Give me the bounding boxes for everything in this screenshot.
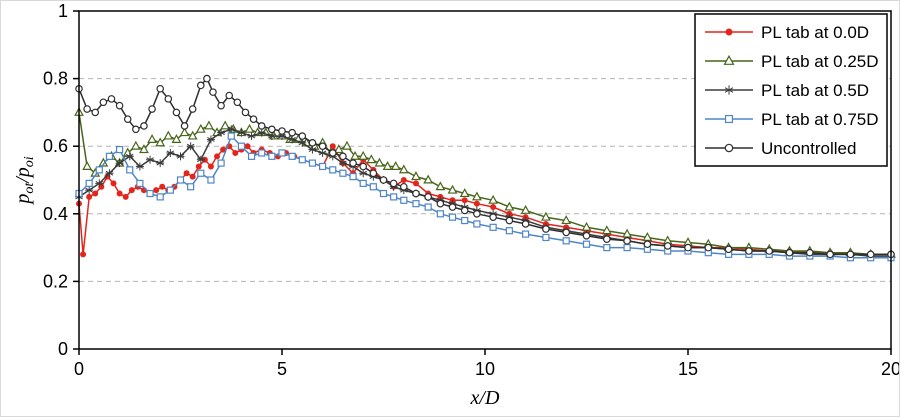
legend-label: PL tab at 0.25D xyxy=(761,52,879,71)
x-axis: 0 5 10 15 20 xyxy=(74,349,900,379)
y-axis-label-text: p xyxy=(12,167,34,178)
x-tick-label: 5 xyxy=(277,359,287,379)
series-uncontrolled xyxy=(75,74,895,259)
y-tick-label: 0.8 xyxy=(43,69,68,89)
y-tick-label: 0.4 xyxy=(43,204,68,224)
y-tick-label: 0 xyxy=(58,339,68,359)
y-axis: 0 0.2 0.4 0.6 0.8 1 xyxy=(43,1,79,359)
y-tick-label: 0.2 xyxy=(43,271,68,291)
legend-entry: Uncontrolled xyxy=(705,139,856,158)
legend-label: PL tab at 0.0D xyxy=(761,23,869,42)
x-tick-label: 0 xyxy=(74,359,84,379)
y-axis-label-text: / xyxy=(12,177,34,183)
x-tick-label: 10 xyxy=(475,359,495,379)
legend: PL tab at 0.0D PL tab at 0.25D PL tab at 0… xyxy=(694,13,888,167)
legend-entry: PL tab at 0.25D xyxy=(705,52,879,71)
legend-entry: PL tab at 0.0D xyxy=(705,23,869,42)
y-axis-label-subscript: oi xyxy=(22,156,37,168)
legend-label: PL tab at 0.5D xyxy=(761,81,869,100)
x-tick-label: 15 xyxy=(678,359,698,379)
legend-label: Uncontrolled xyxy=(761,139,856,158)
y-axis-label-subscript: ot xyxy=(22,182,37,194)
legend-entry: PL tab at 0.75D xyxy=(705,110,879,129)
legend-entry: PL tab at 0.5D xyxy=(705,81,869,100)
y-axis-label-text: p xyxy=(12,193,34,204)
y-axis-label: pot/poi xyxy=(12,156,38,203)
x-tick-label: 20 xyxy=(881,359,900,379)
y-tick-label: 0.6 xyxy=(43,136,68,156)
y-tick-label: 1 xyxy=(58,1,68,21)
x-axis-label: x/D xyxy=(470,387,500,409)
legend-label: PL tab at 0.75D xyxy=(761,110,879,129)
